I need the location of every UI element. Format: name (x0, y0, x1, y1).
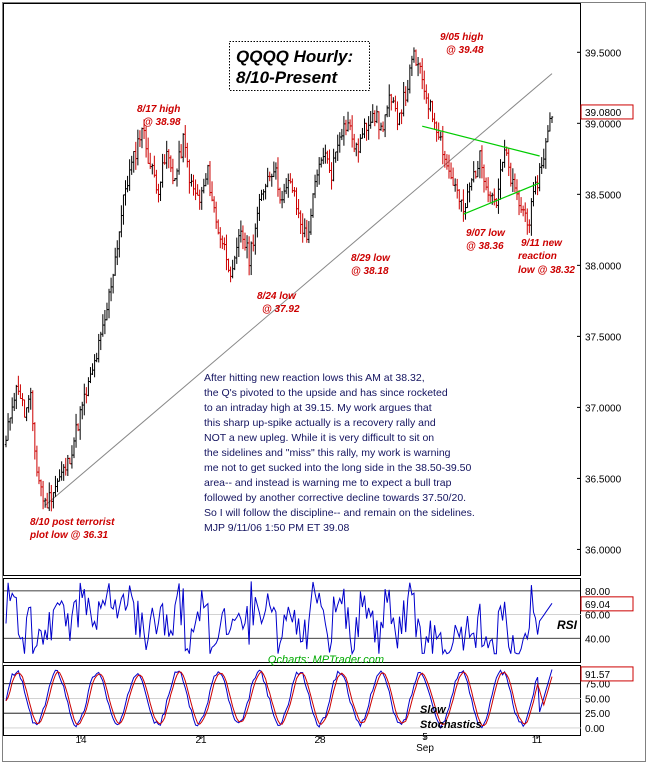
price-tick-label: 37.0000 (585, 403, 622, 414)
wedge-lower-line (463, 182, 540, 215)
annotation-907-low-l1: 9/07 low (466, 228, 506, 239)
stoch-label-line1: Slow (420, 704, 447, 716)
x-tick-label: 5 (422, 732, 428, 743)
commentary-line: area-- and instead is warning me to expe… (204, 477, 452, 489)
annotation-817-high-l1: 8/17 high (137, 104, 180, 115)
price-tick-label: 36.0000 (585, 545, 622, 556)
commentary-line: After hitting new reaction lows this AM … (204, 372, 425, 384)
annotation-907-low-l2: @ 38.36 (466, 241, 504, 252)
stoch-last-box (580, 666, 634, 682)
commentary-line: NOT a new upleg. While it is very diffic… (204, 432, 434, 444)
stoch-tick-label: 75.00 (585, 680, 610, 691)
wedge-layer (422, 125, 540, 215)
rsi-tick-label: 80.00 (585, 587, 610, 598)
commentary-line: the Q's pivoted to the upside and has si… (204, 387, 448, 399)
annotation-810-low-l1: 8/10 post terrorist (30, 517, 115, 528)
stoch-last-label: 91.57 (585, 670, 610, 681)
annotation-911-l1: 9/11 new (521, 238, 563, 249)
stoch-tick-label: 25.00 (585, 709, 610, 720)
rsi-tick-label: 60.00 (585, 611, 610, 622)
stoch-tick-label: 50.00 (585, 694, 610, 705)
rsi-label: RSI (557, 618, 578, 632)
price-panel (3, 3, 581, 576)
commentary-line: followed by another corrective decline t… (204, 492, 466, 504)
annotation-911-l3: low @ 38.32 (518, 265, 575, 276)
commentary-line: to an intraday high at 39.15. My work ar… (204, 402, 432, 414)
stoch-layer: 75.00 50.00 25.00 0.00 91.57 (4, 666, 634, 735)
price-tick-label: 38.5000 (585, 190, 622, 201)
annotation-829-low-l2: @ 38.18 (351, 266, 389, 277)
price-axis: 39.5000 39.0000 38.5000 38.0000 37.5000 37.00… (580, 48, 634, 556)
annotation-810-low-l2: plot low @ 36.31 (29, 530, 109, 541)
title-box (229, 41, 370, 91)
commentary-line: this sharp up-spike actually is a recove… (204, 417, 436, 429)
price-bars (4, 47, 554, 512)
rsi-last-box (580, 596, 634, 612)
trendline-layer (44, 73, 553, 506)
rsi-tick-label: 40.00 (585, 634, 610, 645)
price-tick-label: 38.0000 (585, 261, 622, 272)
stoch-d-line (5, 670, 553, 727)
annotation-824-low-l2: @ 37.92 (262, 304, 300, 315)
price-tick-label: 36.5000 (585, 474, 622, 485)
chart-title-line2: 8/10-Present (236, 68, 338, 87)
last-price-box (580, 104, 634, 120)
annotation-905-high-l1: 9/05 high (440, 32, 483, 43)
rsi-last-label: 69.04 (585, 600, 610, 611)
rsi-line (5, 581, 553, 656)
stoch-k-line (5, 669, 553, 730)
stoch-tick-label: 0.00 (585, 724, 605, 735)
watermark: Qcharts: MPTrader.com (268, 654, 384, 666)
commentary-line: the sidelines and "miss" this rally, my … (204, 447, 451, 459)
x-tick-label: 28 (314, 735, 326, 746)
chart-title-line1: QQQQ Hourly: (236, 47, 353, 66)
price-tick-label: 39.5000 (585, 48, 622, 59)
rsi-panel (3, 578, 581, 663)
wedge-upper-line (422, 125, 540, 157)
commentary-line: MJP 9/11/06 1:50 PM ET 39.08 (204, 522, 349, 534)
commentary-block: After hitting new reaction lows this AM … (204, 372, 475, 534)
x-tick-label: 14 (75, 735, 87, 746)
trendline (44, 73, 553, 506)
price-tick-label: 37.5000 (585, 332, 622, 343)
last-price-label: 39.0800 (585, 108, 622, 119)
price-tick-label: 39.0000 (585, 119, 622, 130)
stoch-label-line2: Stochastics (420, 719, 482, 731)
annotation-905-high-l2: @ 39.48 (446, 45, 484, 56)
price-grid (577, 51, 581, 550)
annotation-829-low-l1: 8/29 low (351, 253, 391, 264)
annotation-824-low-l1: 8/24 low (257, 291, 297, 302)
commentary-line: me not to get sucked into the long side … (204, 462, 472, 474)
x-tick-label: 21 (195, 735, 207, 746)
annotation-911-l2: reaction (518, 251, 557, 262)
annotation-817-high-l2: @ 38.98 (143, 117, 181, 128)
rsi-layer: 80.00 60.00 40.00 69.04 (4, 581, 634, 656)
commentary-line: So I will follow the discipline-- and re… (204, 507, 475, 519)
x-tick-label: Sep (416, 743, 434, 754)
x-tick-label: 11 (532, 735, 543, 746)
